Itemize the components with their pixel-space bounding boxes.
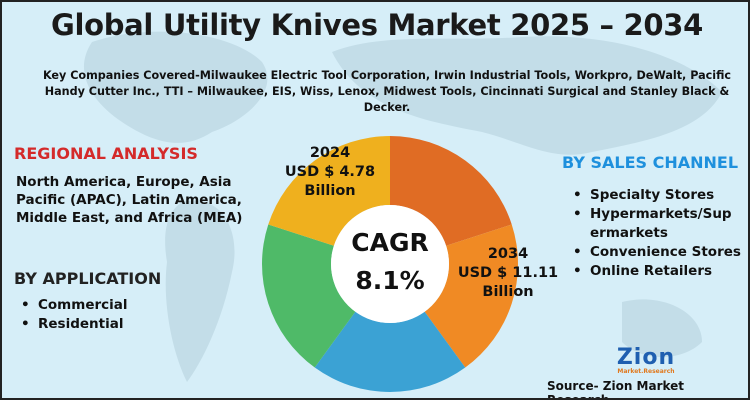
key-companies: Key Companies Covered-Milwaukee Electric… — [42, 69, 732, 114]
sales-heading: BY SALES CHANNEL — [562, 153, 739, 172]
year: 2034 — [487, 246, 529, 262]
application-heading: BY APPLICATION — [14, 269, 162, 288]
regional-text: North America, Europe, Asia Pacific (APA… — [16, 174, 243, 226]
zion-logo: Zion Market.Research — [614, 345, 678, 376]
source-text: Source- Zion Market Research — [547, 379, 685, 400]
cagr-value: 8.1% — [355, 266, 425, 295]
unit: Billion — [482, 284, 534, 300]
donut-segment — [424, 224, 518, 368]
unit: Billion — [304, 183, 356, 199]
list-item: Specialty Stores — [568, 186, 748, 205]
regional-heading: REGIONAL ANALYSIS — [14, 144, 198, 163]
donut-segment — [262, 224, 356, 368]
label-2024: 2024 USD $ 4.78 Billion — [275, 144, 385, 201]
value: USD $ 11.11 — [457, 265, 559, 281]
cagr-label: CAGR — [351, 228, 429, 257]
label-2034: 2034 USD $ 11.11 Billion — [450, 245, 566, 302]
application-list: Commercial Residential — [16, 296, 128, 334]
list-item: Online Retailers — [568, 262, 748, 281]
logo-sub: Market.Research — [617, 368, 675, 375]
sales-list: Specialty Stores Hypermarkets/Supermarke… — [568, 186, 748, 281]
donut-segment — [314, 311, 466, 392]
logo-name: Zion — [616, 345, 676, 370]
list-item: Commercial — [16, 296, 128, 315]
list-item: Residential — [16, 315, 128, 334]
donut-center — [331, 205, 449, 323]
donut-segment — [390, 136, 512, 246]
page-title: Global Utility Knives Market 2025 – 2034 — [50, 8, 704, 42]
value: USD $ 4.78 — [284, 164, 376, 180]
list-item: Convenience Stores — [568, 243, 748, 262]
cagr: CAGR 8.1% — [331, 224, 449, 300]
year: 2024 — [309, 145, 351, 161]
donut-chart — [262, 136, 518, 392]
donut-segment — [268, 136, 390, 246]
